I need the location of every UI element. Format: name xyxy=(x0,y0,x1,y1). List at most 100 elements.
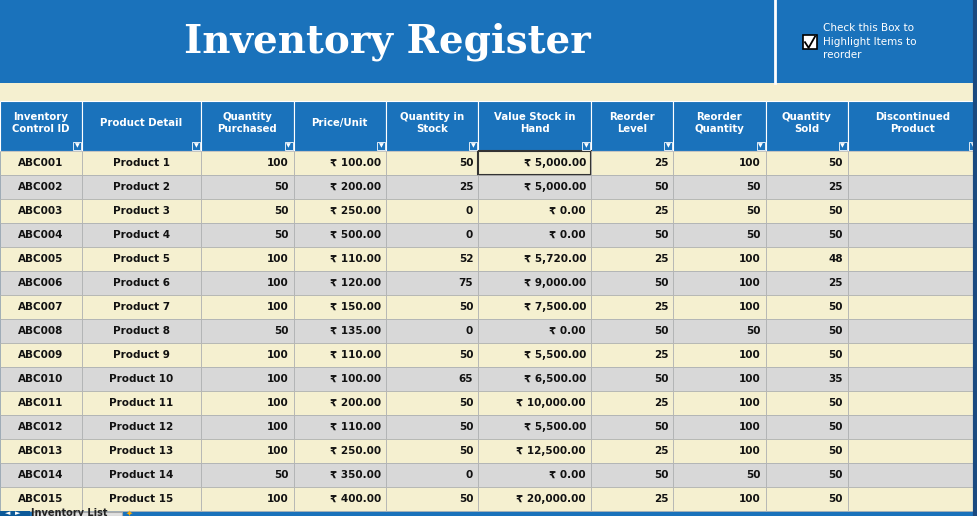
Bar xyxy=(672,391,765,415)
Text: 25: 25 xyxy=(653,302,667,312)
Bar xyxy=(376,142,385,150)
Bar xyxy=(0,391,82,415)
Bar xyxy=(0,0,977,83)
Text: 50: 50 xyxy=(458,422,473,432)
Bar xyxy=(765,463,847,487)
Bar xyxy=(0,151,82,175)
Text: 100: 100 xyxy=(738,350,760,360)
Bar xyxy=(201,343,293,367)
Bar xyxy=(590,247,672,271)
Bar xyxy=(293,175,386,199)
Bar xyxy=(293,101,386,151)
Bar xyxy=(847,223,977,247)
Text: 50: 50 xyxy=(828,446,842,456)
Bar xyxy=(847,151,977,175)
Bar xyxy=(478,223,590,247)
Bar xyxy=(847,415,977,439)
Bar xyxy=(672,343,765,367)
Bar xyxy=(82,247,201,271)
Bar xyxy=(386,175,478,199)
Bar xyxy=(802,35,816,49)
Bar xyxy=(386,247,478,271)
Bar xyxy=(765,247,847,271)
Bar xyxy=(478,487,590,511)
Text: 50: 50 xyxy=(274,326,288,336)
Bar xyxy=(0,175,82,199)
Bar xyxy=(672,175,765,199)
Text: Product 15: Product 15 xyxy=(109,494,174,504)
Text: 100: 100 xyxy=(738,446,760,456)
Text: 25: 25 xyxy=(828,278,842,288)
Text: 50: 50 xyxy=(274,230,288,240)
Text: 50: 50 xyxy=(653,182,667,192)
Text: ▼: ▼ xyxy=(74,143,79,149)
Bar xyxy=(0,83,977,101)
Text: ▼: ▼ xyxy=(193,143,198,149)
Text: ₹ 0.00: ₹ 0.00 xyxy=(549,326,585,336)
Text: Product 11: Product 11 xyxy=(109,398,174,408)
Text: 100: 100 xyxy=(267,158,288,168)
Text: ABC007: ABC007 xyxy=(19,302,64,312)
Bar xyxy=(765,391,847,415)
Text: ₹ 12,500.00: ₹ 12,500.00 xyxy=(516,446,585,456)
Bar xyxy=(293,391,386,415)
Text: ₹ 150.00: ₹ 150.00 xyxy=(329,302,380,312)
Bar xyxy=(672,199,765,223)
Text: Product 12: Product 12 xyxy=(109,422,174,432)
Bar xyxy=(847,271,977,295)
Bar xyxy=(386,101,478,151)
Text: 50: 50 xyxy=(458,446,473,456)
Text: 25: 25 xyxy=(653,350,667,360)
Text: Product 1: Product 1 xyxy=(113,158,170,168)
Text: ₹ 500.00: ₹ 500.00 xyxy=(329,230,380,240)
Text: ✦: ✦ xyxy=(126,509,133,516)
Bar xyxy=(672,487,765,511)
Text: Product 5: Product 5 xyxy=(113,254,170,264)
Text: 100: 100 xyxy=(267,374,288,384)
Bar xyxy=(847,487,977,511)
Bar xyxy=(386,415,478,439)
Bar xyxy=(82,223,201,247)
Text: Product Detail: Product Detail xyxy=(101,118,183,128)
Text: 100: 100 xyxy=(267,422,288,432)
Text: ₹ 5,500.00: ₹ 5,500.00 xyxy=(524,422,585,432)
Text: ABC005: ABC005 xyxy=(19,254,64,264)
Bar xyxy=(765,415,847,439)
Text: 50: 50 xyxy=(828,230,842,240)
Text: 50: 50 xyxy=(653,374,667,384)
Bar xyxy=(293,271,386,295)
Text: ₹ 110.00: ₹ 110.00 xyxy=(329,350,380,360)
Text: Reorder
Quantity: Reorder Quantity xyxy=(694,112,743,134)
Text: ▼: ▼ xyxy=(286,143,290,149)
Bar xyxy=(756,142,764,150)
Text: ₹ 100.00: ₹ 100.00 xyxy=(329,374,380,384)
Text: 52: 52 xyxy=(458,254,473,264)
Bar xyxy=(82,367,201,391)
Text: ABC014: ABC014 xyxy=(19,470,64,480)
Bar xyxy=(191,142,200,150)
Text: Product 13: Product 13 xyxy=(109,446,174,456)
Bar xyxy=(201,101,293,151)
Bar xyxy=(478,439,590,463)
Bar xyxy=(386,391,478,415)
Bar xyxy=(847,439,977,463)
Text: 25: 25 xyxy=(458,182,473,192)
Text: Check this Box to
Highlight Items to
reorder: Check this Box to Highlight Items to reo… xyxy=(823,23,915,60)
Text: Inventory Register: Inventory Register xyxy=(184,22,590,61)
Bar xyxy=(847,175,977,199)
Text: 25: 25 xyxy=(653,158,667,168)
Text: 50: 50 xyxy=(653,230,667,240)
Bar xyxy=(590,175,672,199)
Bar xyxy=(0,319,82,343)
Text: ₹ 6,500.00: ₹ 6,500.00 xyxy=(524,374,585,384)
Text: Product 3: Product 3 xyxy=(113,206,170,216)
Text: ABC012: ABC012 xyxy=(19,422,64,432)
Bar xyxy=(590,271,672,295)
Text: ₹ 5,720.00: ₹ 5,720.00 xyxy=(523,254,585,264)
Text: ABC010: ABC010 xyxy=(19,374,64,384)
Bar xyxy=(293,343,386,367)
Text: 50: 50 xyxy=(828,398,842,408)
Bar xyxy=(82,271,201,295)
Text: 50: 50 xyxy=(745,206,760,216)
Text: ABC011: ABC011 xyxy=(19,398,64,408)
